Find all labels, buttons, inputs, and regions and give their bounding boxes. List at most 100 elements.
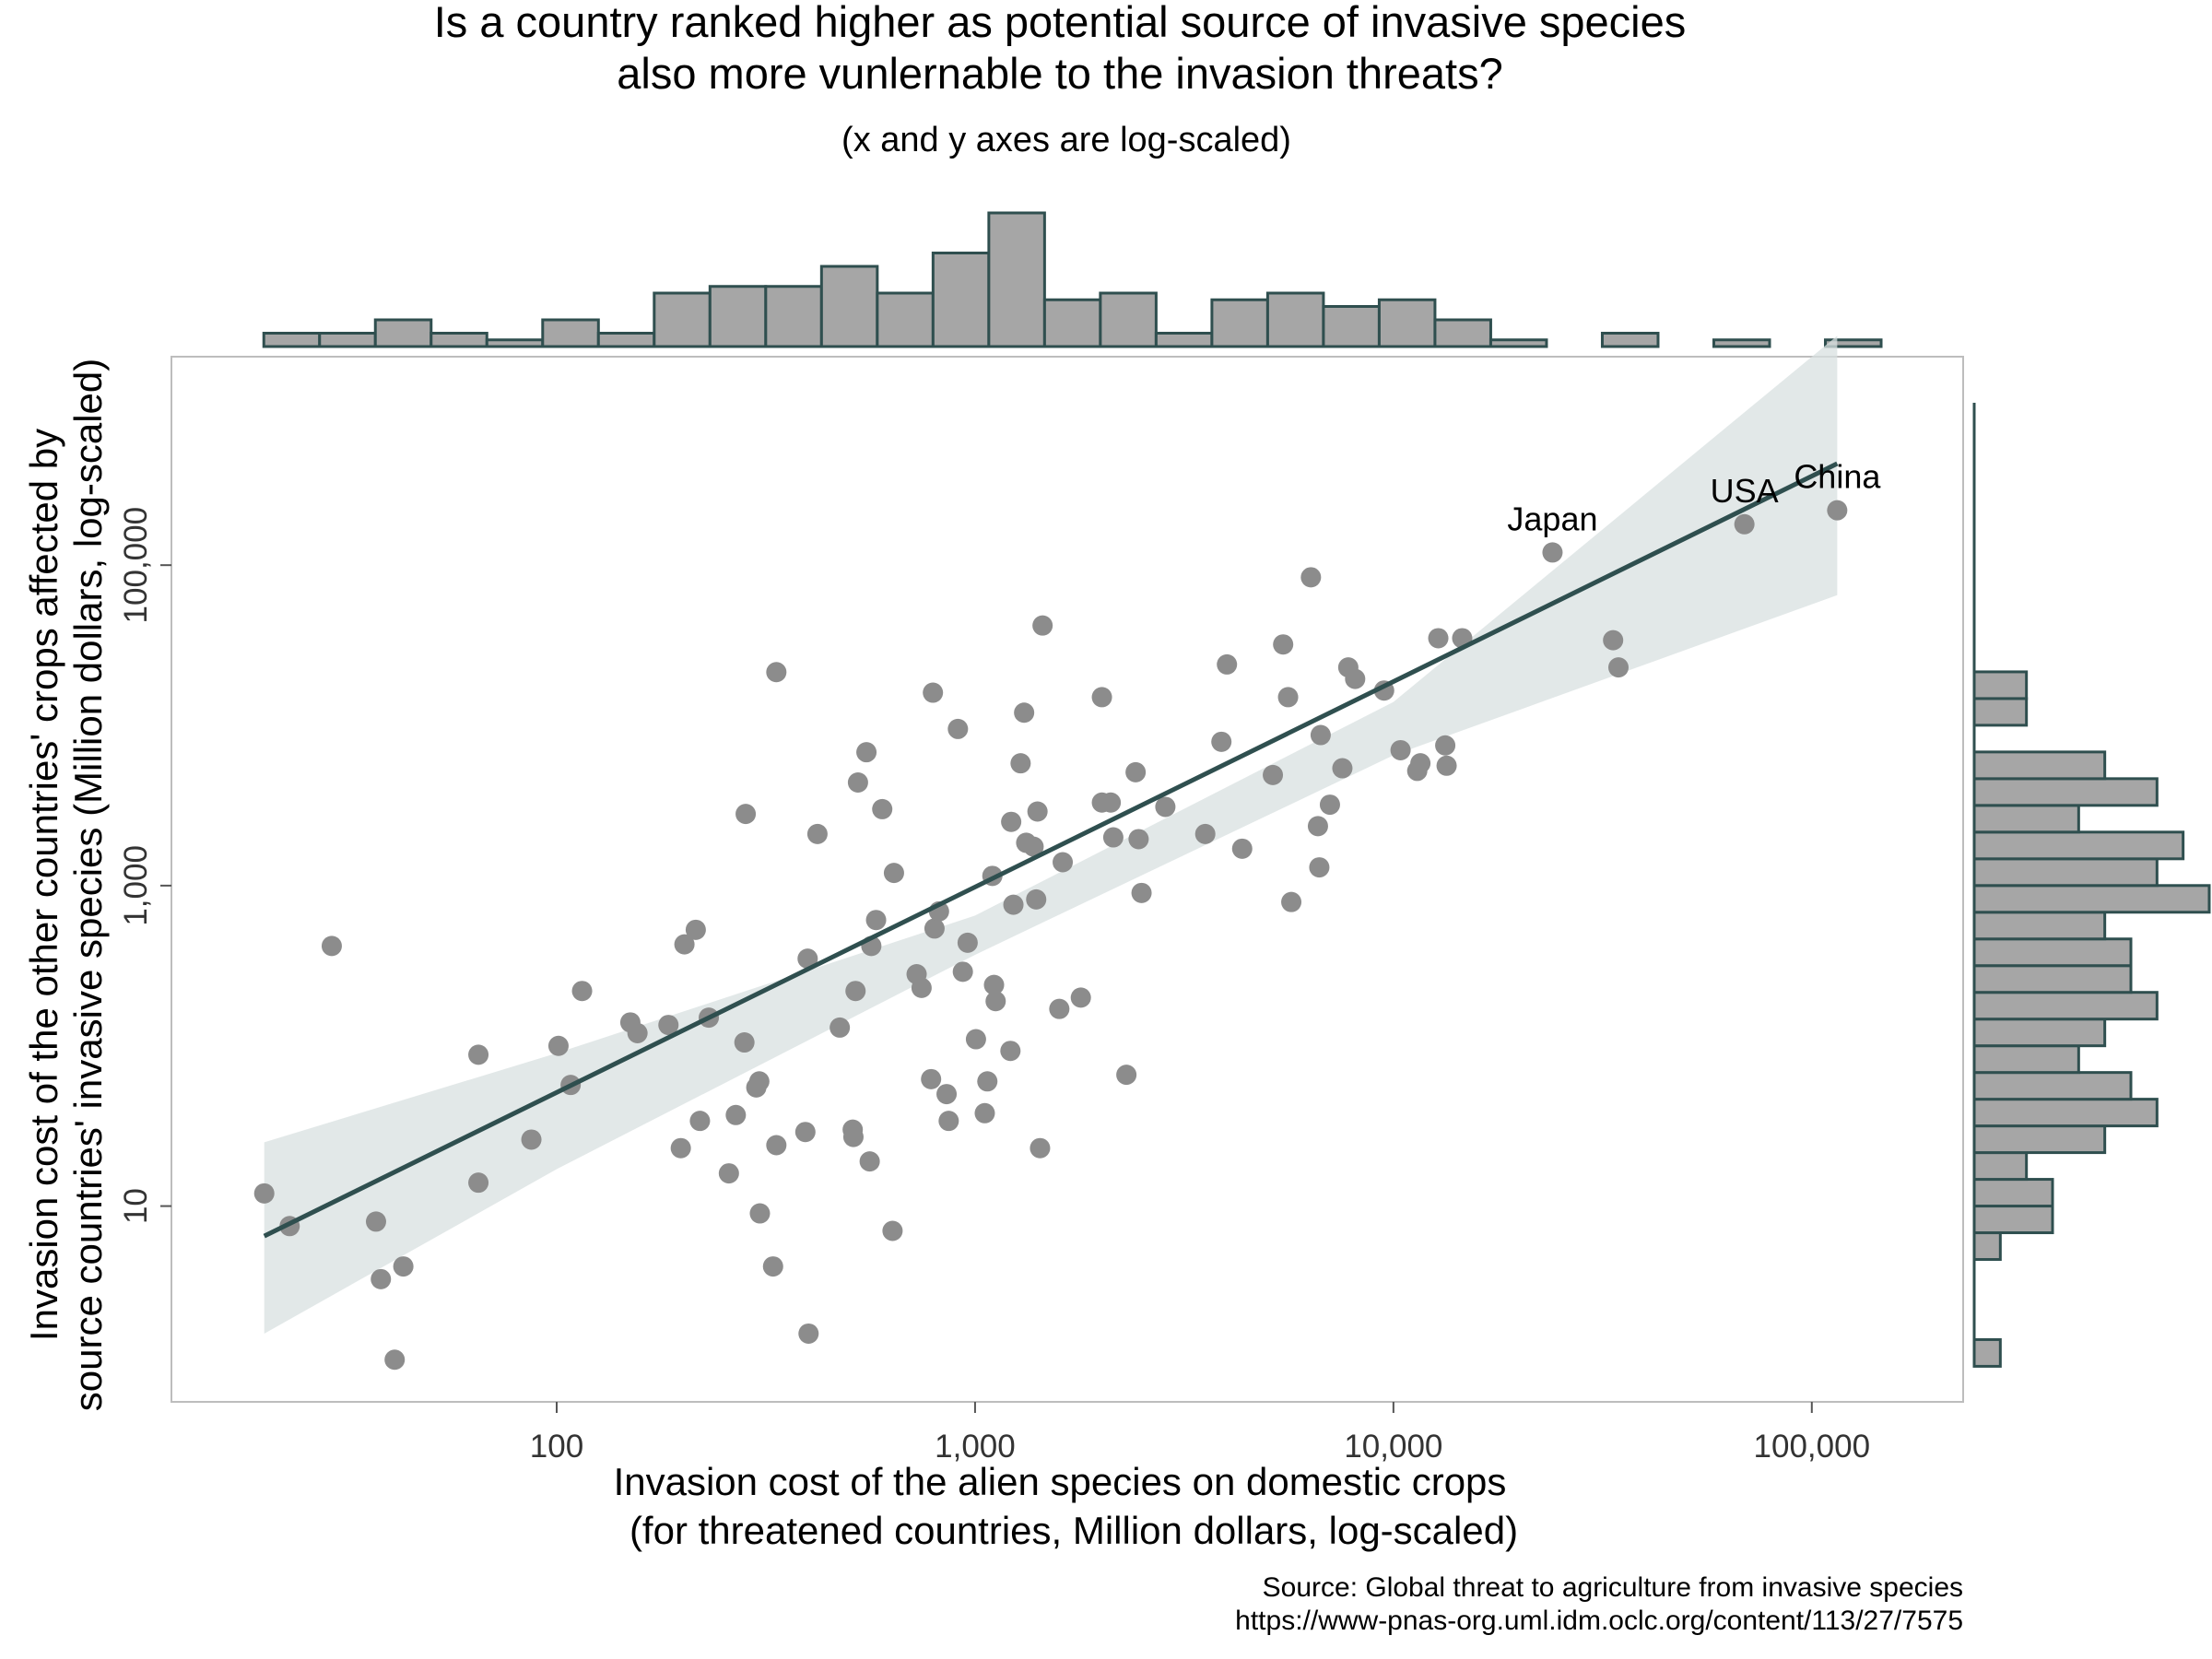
scatter-point bbox=[1603, 629, 1624, 651]
scatter-point bbox=[521, 1129, 542, 1150]
scatter-point bbox=[806, 823, 828, 844]
y-histogram-bar bbox=[1972, 1231, 2002, 1262]
fit-line bbox=[263, 461, 1839, 1239]
scatter-point bbox=[1194, 823, 1216, 844]
x-histogram-bar bbox=[653, 291, 712, 348]
scatter-point bbox=[947, 718, 969, 739]
scatter-point bbox=[797, 948, 818, 970]
y-histogram-bar bbox=[1972, 1098, 2159, 1128]
scatter-point bbox=[1030, 1137, 1051, 1159]
scatter-point bbox=[1827, 500, 1848, 521]
y-histogram-bar bbox=[1972, 1044, 2080, 1075]
scatter-point bbox=[1435, 735, 1456, 756]
y-histogram-bar bbox=[1972, 777, 2159, 807]
scatter-point bbox=[1542, 542, 1563, 563]
scatter-point bbox=[845, 981, 866, 1002]
scatter-point bbox=[921, 1068, 942, 1089]
scatter-point bbox=[1003, 894, 1024, 915]
scatter-point bbox=[872, 798, 893, 819]
x-histogram-bar bbox=[429, 332, 488, 348]
y-tick-label: 1,000 bbox=[118, 845, 154, 926]
scatter-point bbox=[1309, 857, 1330, 878]
scatter-point bbox=[1217, 653, 1238, 675]
y-tick-label: 100,000 bbox=[118, 507, 154, 624]
scatter-point bbox=[253, 1182, 275, 1204]
y-histogram-bar bbox=[1972, 964, 2133, 994]
scatter-point bbox=[1263, 764, 1284, 785]
y-histogram-bar bbox=[1972, 830, 2185, 861]
scatter-point bbox=[685, 919, 706, 940]
y-histogram-bar bbox=[1972, 991, 2159, 1021]
scatter-point bbox=[1116, 1065, 1137, 1086]
y-histogram-bar bbox=[1972, 697, 2029, 727]
x-histogram-bar bbox=[931, 252, 991, 348]
x-histogram-bar bbox=[987, 211, 1046, 348]
scatter-point bbox=[734, 1032, 755, 1053]
scatter-point bbox=[547, 1035, 569, 1056]
scatter-point bbox=[1070, 987, 1091, 1008]
y-histogram-bar bbox=[1972, 1151, 2029, 1182]
scatter-point bbox=[1436, 755, 1457, 776]
right-histogram bbox=[1972, 403, 2211, 1368]
y-axis-title-line-2: source countries' invasive species (Mill… bbox=[66, 359, 110, 1412]
plot-frame bbox=[171, 356, 1964, 1403]
scatter-point bbox=[1211, 731, 1232, 752]
scatter-point bbox=[1281, 891, 1302, 912]
scatter-point bbox=[938, 1111, 959, 1132]
x-histogram-bar bbox=[1042, 298, 1102, 348]
scatter-point bbox=[670, 1137, 691, 1159]
x-histogram-bar bbox=[1322, 305, 1381, 348]
y-tick-label: 10 bbox=[118, 1188, 154, 1224]
x-histogram-bar bbox=[764, 285, 823, 348]
y-axis-title-line-1: Invasion cost of the other countries' cr… bbox=[22, 429, 65, 1341]
scatter-point bbox=[1155, 796, 1176, 818]
scatter-point bbox=[859, 1151, 880, 1172]
scatter-point bbox=[1307, 816, 1328, 837]
scatter-point bbox=[911, 977, 932, 998]
x-histogram-bar bbox=[262, 332, 322, 348]
annotation-label: China bbox=[1794, 458, 1881, 496]
scatter-point bbox=[1345, 668, 1366, 689]
scatter-point bbox=[1102, 827, 1124, 848]
scatter-point bbox=[1410, 753, 1431, 774]
y-histogram-bar bbox=[1972, 750, 2107, 781]
chart-title-line-2: also more vunlernable to the invasion th… bbox=[617, 49, 1502, 98]
x-histogram-bar bbox=[819, 265, 879, 348]
scatter-point bbox=[725, 1104, 747, 1125]
scatter-point bbox=[762, 1256, 783, 1277]
scatter-point bbox=[924, 918, 945, 939]
scatter-point bbox=[865, 910, 887, 931]
scatter-point bbox=[847, 772, 868, 794]
regression-line bbox=[263, 461, 1839, 1239]
scatter-point bbox=[1607, 657, 1629, 678]
scatter-point bbox=[1014, 702, 1035, 724]
scatter-point bbox=[1000, 1041, 1021, 1062]
confidence-band-area bbox=[264, 335, 1838, 1334]
y-histogram-bar bbox=[1972, 911, 2107, 941]
scatter-point bbox=[384, 1349, 406, 1371]
scatter-point bbox=[749, 1203, 771, 1224]
scatter-point bbox=[1091, 687, 1112, 708]
annotation-label: Japan bbox=[1507, 500, 1597, 537]
x-histogram-bar bbox=[373, 318, 433, 348]
scatter-point bbox=[1026, 888, 1047, 910]
scatter-point bbox=[974, 1102, 995, 1124]
y-histogram-bar bbox=[1972, 1071, 2133, 1101]
scatter-point bbox=[658, 1015, 679, 1036]
scatter-point bbox=[571, 981, 593, 1002]
scatter-point bbox=[1027, 801, 1048, 822]
x-histogram-bar bbox=[1712, 338, 1771, 348]
x-histogram-bar bbox=[1154, 332, 1214, 348]
scatter-point bbox=[1273, 634, 1294, 655]
scatter-point bbox=[718, 1163, 739, 1184]
x-tick-label: 100,000 bbox=[1754, 1429, 1871, 1465]
scatter-point bbox=[1023, 836, 1044, 857]
scatter-point bbox=[1032, 615, 1053, 636]
scatter-point bbox=[1125, 761, 1147, 782]
y-histogram-bar bbox=[1972, 1018, 2107, 1048]
source-line-1: Source: Global threat to agriculture fro… bbox=[1263, 1572, 1963, 1603]
scatter-point bbox=[794, 1122, 816, 1143]
x-histogram-bar bbox=[876, 291, 935, 348]
x-histogram-bar bbox=[1099, 291, 1158, 348]
